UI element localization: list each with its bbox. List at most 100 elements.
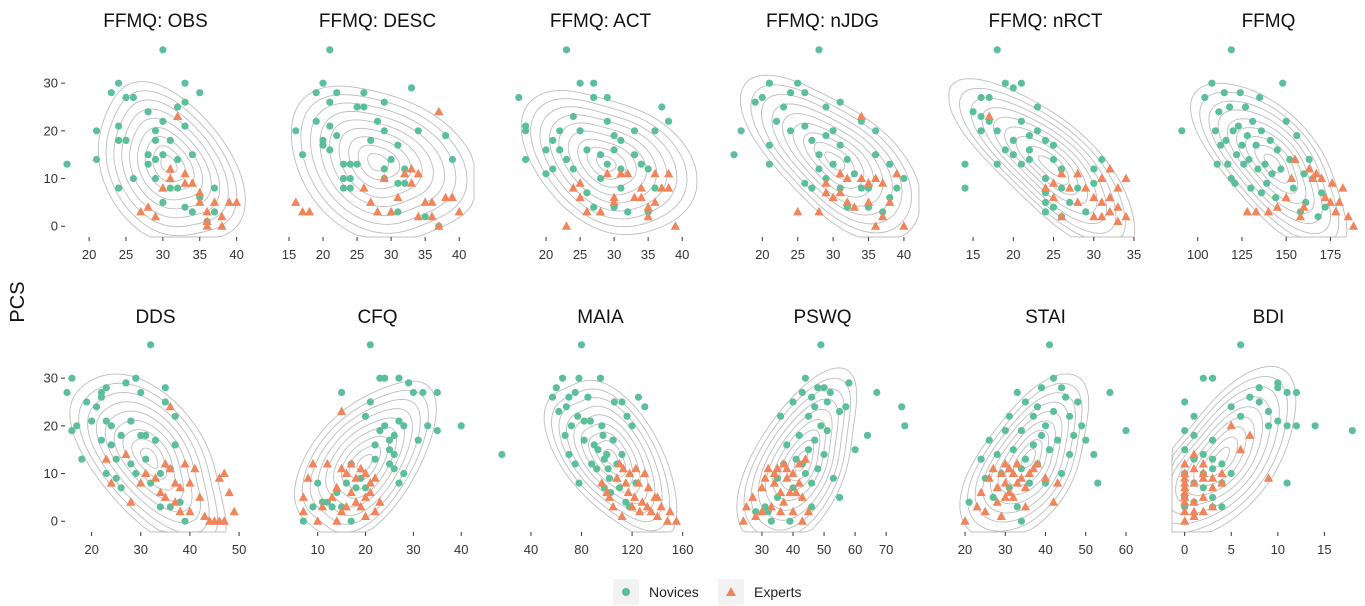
novice-point <box>132 469 140 478</box>
novice-point <box>380 98 388 106</box>
expert-point <box>351 497 361 506</box>
novice-point <box>814 465 822 473</box>
novice-point <box>1062 393 1070 401</box>
novice-point <box>1348 427 1356 435</box>
novice-point <box>328 503 336 511</box>
contour-line <box>348 136 412 190</box>
expert-point <box>1113 216 1123 225</box>
contour-line <box>558 122 658 204</box>
x-tick-label: 15 <box>1317 542 1331 557</box>
expert-point <box>575 192 585 202</box>
novice-point <box>107 422 115 430</box>
novice-point <box>808 184 816 192</box>
expert-point <box>623 487 633 497</box>
expert-point <box>427 197 437 206</box>
novice-point <box>339 160 348 168</box>
expert-point <box>635 506 645 516</box>
novice-point <box>610 132 618 140</box>
expert-point <box>1180 506 1190 516</box>
expert-point <box>1089 192 1099 202</box>
novice-point <box>1247 184 1255 192</box>
novice-point <box>112 455 120 463</box>
expert-point <box>170 478 180 487</box>
contour-line <box>1015 136 1079 196</box>
expert-point <box>1198 459 1208 468</box>
novice-point <box>737 127 745 135</box>
novice-point <box>92 127 101 135</box>
novice-point <box>522 127 530 135</box>
novice-point <box>339 174 348 183</box>
novice-point <box>1017 79 1025 87</box>
expert-point <box>1189 478 1199 487</box>
expert-point <box>434 106 444 116</box>
x-tick-label: 30 <box>755 542 769 557</box>
novice-point <box>1218 460 1226 468</box>
novice-point <box>151 174 160 183</box>
expert-point <box>1308 173 1318 182</box>
x-tick-label: 35 <box>641 247 655 262</box>
novice-point <box>965 498 973 506</box>
novice-point <box>751 98 759 106</box>
novice-point <box>1283 479 1291 487</box>
novice-point <box>777 412 785 420</box>
expert-point <box>195 492 205 501</box>
novice-point <box>457 422 465 430</box>
novice-point <box>901 422 909 430</box>
expert-point <box>656 501 666 511</box>
novice-point <box>817 422 825 430</box>
contour-line <box>786 439 815 482</box>
expert-point <box>1048 497 1059 506</box>
x-tick-label: 120 <box>621 542 643 557</box>
x-tick-label: 35 <box>418 247 432 262</box>
expert-point <box>856 111 866 120</box>
novice-point <box>989 493 997 501</box>
expert-point <box>224 197 234 206</box>
x-tick-label: 30 <box>134 542 148 557</box>
expert-point <box>126 497 136 506</box>
x-tick-label: 20 <box>958 542 972 557</box>
expert-point <box>1251 206 1261 216</box>
contour-line <box>1171 365 1297 533</box>
x-tick-label: 40 <box>786 542 800 557</box>
expert-point <box>356 463 366 473</box>
contour-line <box>824 151 846 171</box>
contour-line <box>95 401 202 524</box>
panel-title-ffmq-obs: FFMQ: OBS <box>103 11 208 32</box>
expert-point <box>332 516 342 525</box>
expert-point <box>794 478 804 487</box>
novice-point <box>1082 208 1090 216</box>
legend-experts-label: Experts <box>754 584 801 600</box>
y-tick-label: 0 <box>51 514 58 529</box>
expert-point <box>1020 501 1030 511</box>
novice-point <box>1021 398 1029 406</box>
expert-point <box>1065 183 1075 192</box>
expert-point <box>304 206 314 216</box>
contour-line <box>136 126 204 201</box>
expert-point <box>1189 497 1199 506</box>
expert-point <box>180 178 190 187</box>
novice-point <box>820 384 828 392</box>
expert-point <box>608 501 618 511</box>
novice-point <box>326 146 334 154</box>
expert-point <box>175 506 185 516</box>
novice-point <box>292 127 300 135</box>
novice-point <box>414 436 422 444</box>
expert-point <box>413 211 423 221</box>
novice-point <box>961 184 969 192</box>
x-tick-label: 20 <box>82 247 96 262</box>
x-tick-label: 15 <box>966 247 980 262</box>
novice-point <box>400 422 408 430</box>
expert-point <box>224 487 234 497</box>
expert-point <box>835 168 845 178</box>
expert-point <box>337 506 347 516</box>
contour-line <box>549 114 668 212</box>
novice-point <box>765 160 774 168</box>
novice-point <box>603 93 611 102</box>
expert-point <box>136 206 146 216</box>
expert-point <box>1226 420 1236 430</box>
expert-point <box>664 168 674 178</box>
x-tick-label: 175 <box>1320 247 1342 262</box>
x-tick-label: 30 <box>156 247 170 262</box>
y-tick-label: 10 <box>44 466 58 481</box>
novice-point <box>603 450 611 459</box>
